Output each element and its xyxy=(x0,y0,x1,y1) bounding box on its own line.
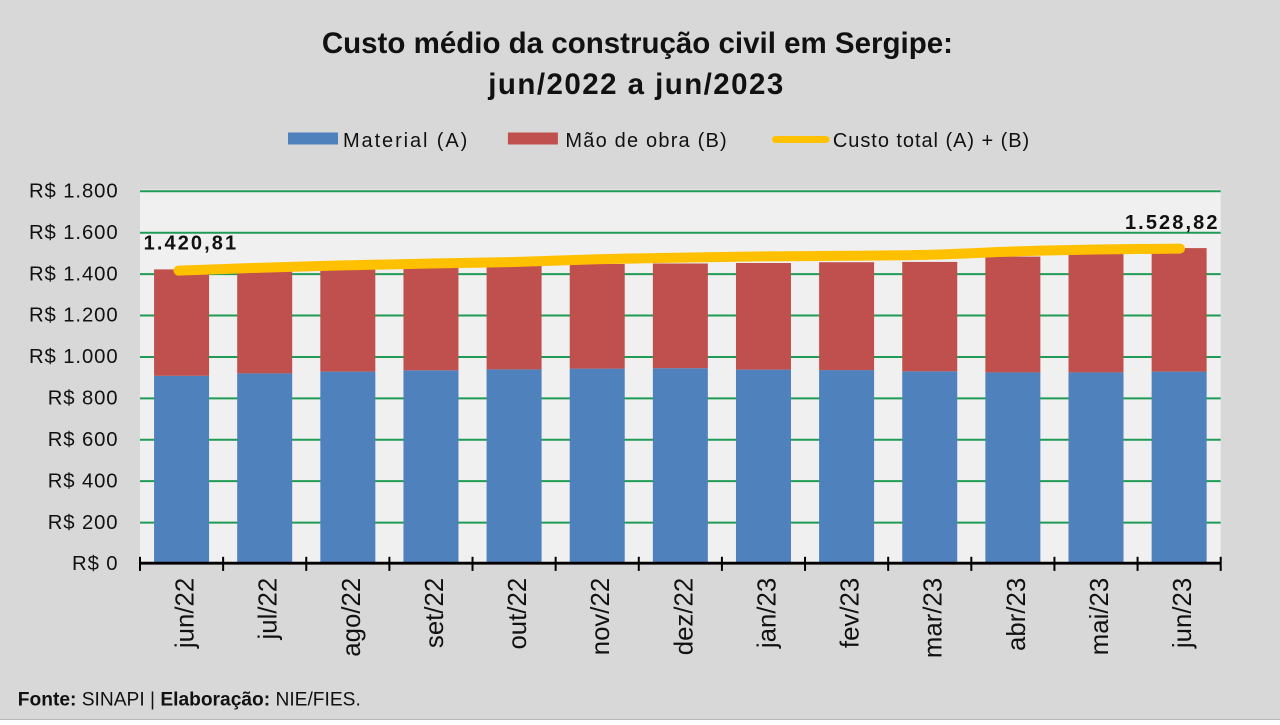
svg-text:R$ 1.800: R$ 1.800 xyxy=(29,181,119,203)
svg-text:jul/22: jul/22 xyxy=(255,578,283,641)
svg-text:jun/23: jun/23 xyxy=(1169,578,1197,649)
svg-text:R$ 1.400: R$ 1.400 xyxy=(29,263,119,285)
svg-text:R$ 200: R$ 200 xyxy=(48,512,119,534)
svg-text:1.420,81: 1.420,81 xyxy=(144,232,239,254)
svg-text:R$ 1.600: R$ 1.600 xyxy=(29,222,119,244)
svg-text:R$ 1.000: R$ 1.000 xyxy=(29,346,119,368)
svg-text:jun/22: jun/22 xyxy=(172,578,200,649)
svg-text:Material (A): Material (A) xyxy=(343,130,469,152)
svg-text:fev/23: fev/23 xyxy=(837,578,865,648)
svg-text:dez/22: dez/22 xyxy=(670,578,698,655)
svg-text:R$ 400: R$ 400 xyxy=(48,470,119,492)
svg-text:Custo médio da construção civi: Custo médio da construção civil em Sergi… xyxy=(322,27,953,60)
svg-text:R$ 1.200: R$ 1.200 xyxy=(29,305,119,327)
svg-text:R$ 600: R$ 600 xyxy=(48,429,119,451)
svg-text:nov/22: nov/22 xyxy=(587,578,615,655)
svg-text:1.528,82: 1.528,82 xyxy=(1125,212,1220,234)
svg-text:R$ 800: R$ 800 xyxy=(48,388,119,410)
svg-text:set/22: set/22 xyxy=(421,578,449,648)
svg-text:jan/23: jan/23 xyxy=(754,578,782,649)
svg-text:ago/22: ago/22 xyxy=(338,578,366,657)
svg-text:out/22: out/22 xyxy=(504,578,532,650)
svg-text:mar/23: mar/23 xyxy=(920,578,948,658)
svg-text:R$ 0: R$ 0 xyxy=(72,553,118,575)
svg-text:Mão de obra (B): Mão de obra (B) xyxy=(565,130,728,152)
svg-text:mai/23: mai/23 xyxy=(1086,578,1114,655)
svg-text:jun/2022 a jun/2023: jun/2022 a jun/2023 xyxy=(487,68,784,101)
svg-text:Fonte: SINAPI | Elaboração: NI: Fonte: SINAPI | Elaboração: NIE/FIES. xyxy=(18,690,361,711)
svg-text:abr/23: abr/23 xyxy=(1003,578,1031,651)
svg-text:Custo total (A) + (B): Custo total (A) + (B) xyxy=(833,130,1030,152)
